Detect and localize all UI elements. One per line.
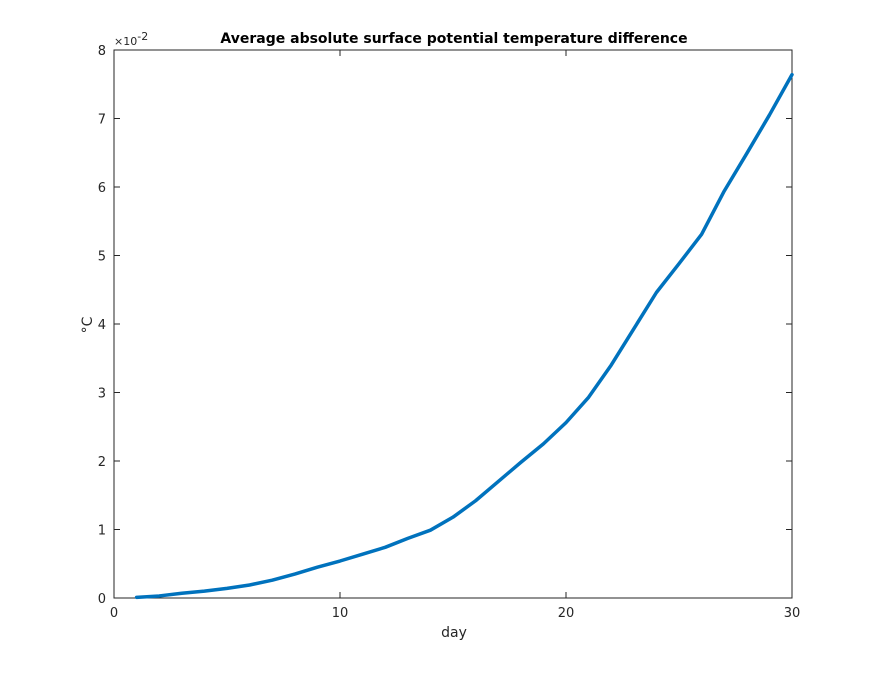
y-tick-label: 0 [98,592,106,607]
x-axis: 0 10 20 30 [110,50,800,621]
y-axis-label: °C [80,316,96,333]
y-axis-exponent-power: -2 [137,30,148,43]
y-axis: 0 1 2 3 4 5 6 7 8 [98,44,792,607]
y-tick-label: 3 [98,387,106,402]
y-axis-exponent: ×10-2 [114,30,148,48]
y-tick-label: 6 [98,181,106,196]
y-tick-label: 4 [98,318,106,333]
series-line [134,72,794,600]
y-tick-label: 1 [98,524,106,539]
plot-area [134,72,794,600]
y-tick-label: 7 [98,113,106,128]
y-axis-exponent-base: ×10 [114,35,137,48]
y-tick-label: 5 [98,250,106,265]
x-axis-label: day [441,625,467,641]
chart-title: Average absolute surface potential tempe… [220,31,687,47]
x-tick-label: 30 [784,606,801,621]
x-tick-label: 0 [110,606,118,621]
x-tick-label: 20 [558,606,575,621]
y-tick-label: 8 [98,44,106,59]
x-tick-label: 10 [332,606,349,621]
y-tick-label: 2 [98,455,106,470]
